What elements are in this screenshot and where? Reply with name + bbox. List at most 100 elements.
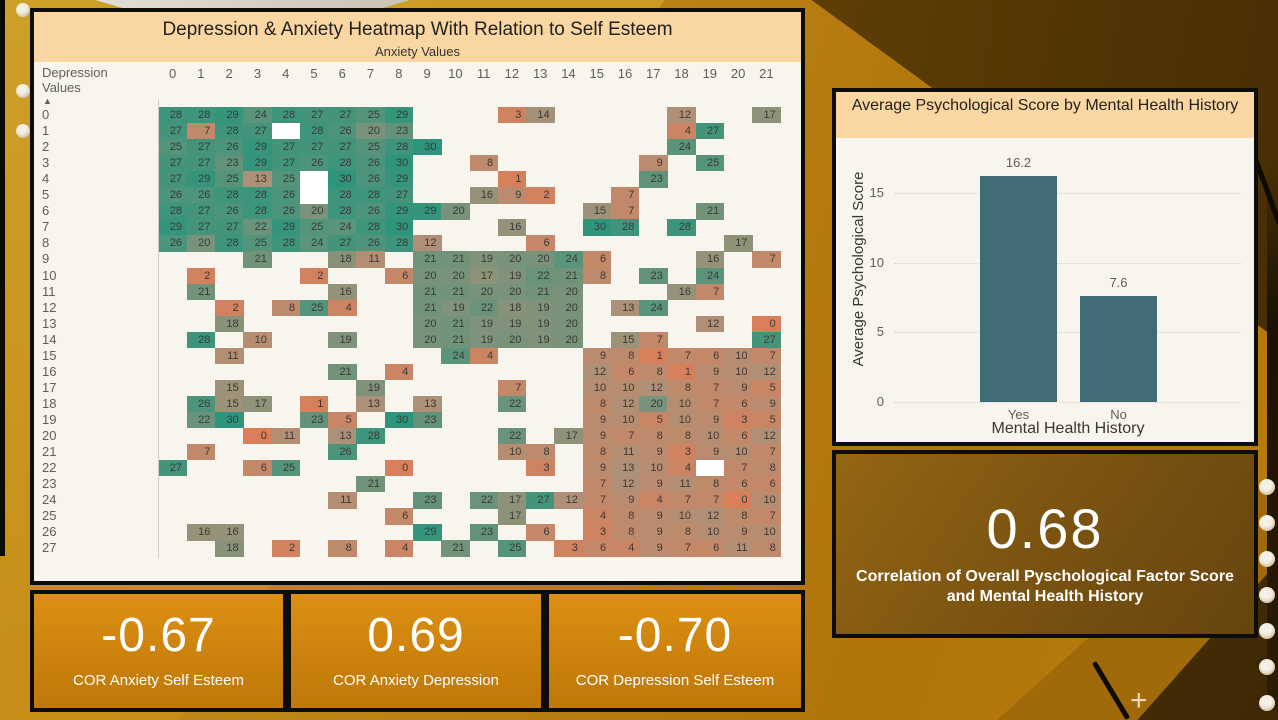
heatmap-cell[interactable]: 18: [497, 299, 527, 316]
heatmap-cell[interactable]: 29: [215, 107, 244, 124]
heatmap-cell[interactable]: 21: [441, 251, 470, 268]
heatmap-cell[interactable]: 25: [215, 171, 244, 188]
heatmap-cell[interactable]: 19: [469, 315, 499, 332]
heatmap-cell[interactable]: 16: [497, 219, 527, 236]
heatmap-cell[interactable]: 27: [299, 107, 329, 124]
heatmap-cell[interactable]: 7: [582, 492, 612, 509]
heatmap-cell[interactable]: 26: [328, 444, 357, 461]
heatmap-cell[interactable]: 17: [497, 508, 527, 525]
heatmap-cell[interactable]: 9: [639, 540, 668, 557]
heatmap-cell[interactable]: 2: [299, 267, 329, 284]
heatmap-cell[interactable]: 21: [186, 283, 216, 300]
heatmap-cell[interactable]: 12: [752, 428, 781, 445]
heatmap-cell[interactable]: 29: [412, 524, 442, 541]
heatmap-cell[interactable]: 28: [356, 187, 385, 204]
heatmap-cell[interactable]: 24: [328, 219, 357, 236]
heatmap-cell[interactable]: 11: [271, 428, 301, 445]
heatmap-cell[interactable]: 13: [412, 395, 442, 413]
heatmap-cell[interactable]: 26: [186, 187, 216, 204]
heatmap-cell[interactable]: 6: [752, 476, 781, 493]
heatmap-cell[interactable]: 7: [752, 251, 781, 268]
heatmap-cell[interactable]: 25: [299, 299, 329, 316]
heatmap-cell[interactable]: 8: [526, 444, 555, 461]
heatmap-cell[interactable]: 23: [215, 155, 244, 172]
heatmap-cell[interactable]: 7: [723, 460, 753, 477]
heatmap-cell[interactable]: 11: [723, 540, 753, 557]
heatmap-cell[interactable]: 16: [695, 251, 725, 268]
heatmap-cell[interactable]: 7: [497, 379, 527, 397]
heatmap-cell[interactable]: 12: [639, 379, 668, 397]
heatmap-cell[interactable]: 27: [158, 460, 188, 477]
heatmap-cell[interactable]: 6: [526, 524, 555, 541]
heatmap-cell[interactable]: 8: [752, 460, 781, 477]
heatmap-cell[interactable]: 7: [610, 428, 640, 445]
heatmap-cell[interactable]: 10: [667, 395, 696, 413]
heatmap-cell[interactable]: 26: [271, 187, 301, 204]
heatmap-cell[interactable]: 26: [356, 235, 385, 252]
heatmap-cell[interactable]: 21: [328, 363, 357, 381]
heatmap-cell[interactable]: 4: [582, 508, 612, 525]
heatmap-cell[interactable]: 7: [695, 379, 725, 397]
heatmap-cell[interactable]: 28: [328, 155, 357, 172]
heatmap-cell[interactable]: 4: [610, 540, 640, 557]
heatmap-cell[interactable]: 27: [328, 107, 357, 124]
heatmap-cell[interactable]: 16: [186, 524, 216, 541]
heatmap-cell[interactable]: 8: [752, 540, 781, 557]
heatmap-cell[interactable]: 9: [723, 524, 753, 541]
heatmap-cell[interactable]: 19: [441, 299, 470, 316]
heatmap-cell[interactable]: 21: [412, 299, 442, 316]
bar-yes[interactable]: [980, 176, 1057, 402]
heatmap-cell[interactable]: 24: [243, 107, 272, 124]
heatmap-cell[interactable]: 30: [215, 411, 244, 429]
heatmap-cell[interactable]: 28: [328, 187, 357, 204]
heatmap-cell[interactable]: 12: [752, 363, 781, 381]
heatmap-cell[interactable]: 24: [667, 139, 696, 156]
heatmap-cell[interactable]: 27: [186, 155, 216, 172]
heatmap-cell[interactable]: 6: [723, 476, 753, 493]
heatmap-cell[interactable]: 12: [695, 508, 725, 525]
heatmap-cell[interactable]: 4: [667, 460, 696, 477]
heatmap-cell[interactable]: 28: [271, 235, 301, 252]
heatmap-cell[interactable]: 12: [554, 492, 583, 509]
heatmap-cell[interactable]: 7: [186, 444, 216, 461]
heatmap-cell[interactable]: 12: [412, 235, 442, 252]
correlation-card[interactable]: 0.68 Correlation of Overall Pyschologica…: [832, 450, 1258, 638]
heatmap-cell[interactable]: 6: [610, 363, 640, 381]
heatmap-cell[interactable]: 8: [582, 395, 612, 413]
heatmap-cell[interactable]: 16: [215, 524, 244, 541]
heatmap-cell[interactable]: 20: [412, 315, 442, 332]
heatmap-cell[interactable]: 25: [497, 540, 527, 557]
heatmap-cell[interactable]: 0: [243, 428, 272, 445]
heatmap-cell[interactable]: 22: [497, 395, 527, 413]
heatmap-cell[interactable]: 28: [384, 139, 414, 156]
heatmap-cell[interactable]: 7: [752, 444, 781, 461]
heatmap-cell[interactable]: 28: [186, 107, 216, 124]
heatmap-cell[interactable]: 9: [723, 379, 753, 397]
heatmap-card[interactable]: Depression & Anxiety Heatmap With Relati…: [30, 8, 805, 585]
heatmap-cell[interactable]: 27: [186, 219, 216, 236]
heatmap-cell[interactable]: 20: [554, 299, 583, 316]
bar-no[interactable]: [1080, 296, 1157, 402]
heatmap-cell[interactable]: 11: [610, 444, 640, 461]
heatmap-cell[interactable]: 6: [384, 267, 414, 284]
heatmap-cell[interactable]: 23: [639, 267, 668, 284]
heatmap-cell[interactable]: 26: [158, 187, 188, 204]
heatmap-cell[interactable]: 10: [695, 524, 725, 541]
heatmap-cell[interactable]: 12: [667, 107, 696, 124]
heatmap-cell[interactable]: 12: [610, 476, 640, 493]
heatmap-cell[interactable]: 25: [271, 171, 301, 188]
heatmap-cell[interactable]: 5: [752, 379, 781, 397]
heatmap-cell[interactable]: 21: [412, 283, 442, 300]
heatmap-cell[interactable]: 20: [186, 235, 216, 252]
heatmap-cell[interactable]: 29: [384, 171, 414, 188]
heatmap-cell[interactable]: [271, 123, 301, 140]
heatmap-cell[interactable]: 7: [667, 347, 696, 365]
heatmap-cell[interactable]: 28: [384, 235, 414, 252]
heatmap-cell[interactable]: 20: [356, 123, 385, 140]
heatmap-cell[interactable]: 26: [271, 203, 301, 220]
heatmap-cell[interactable]: 6: [384, 508, 414, 525]
heatmap-cell[interactable]: 7: [639, 331, 668, 349]
kpi-card-anxiety-depression[interactable]: 0.69 COR Anxiety Depression: [287, 590, 545, 712]
heatmap-cell[interactable]: 29: [243, 155, 272, 172]
heatmap-cell[interactable]: 9: [695, 411, 725, 429]
